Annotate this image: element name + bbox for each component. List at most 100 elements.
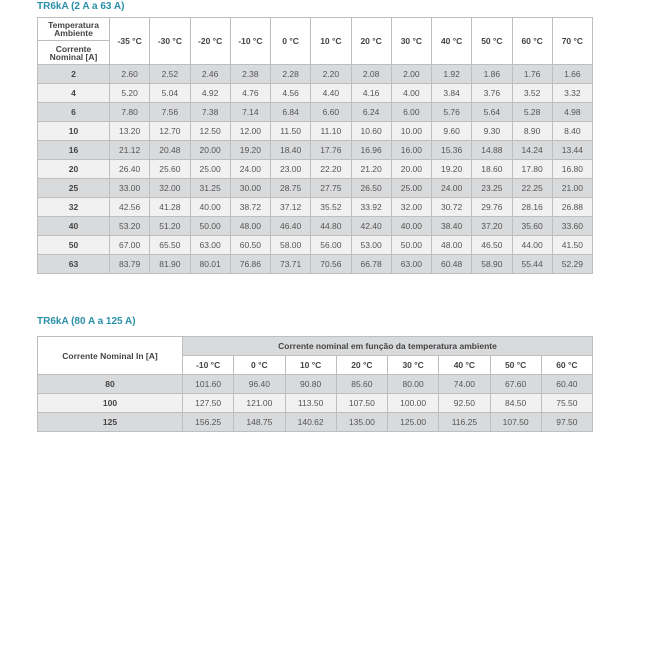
value-cell: 83.79 — [108, 254, 151, 274]
nominal-current-cell: 63 — [37, 254, 110, 274]
value-cell: 12.70 — [149, 121, 191, 141]
value-cell: 42.56 — [108, 197, 151, 217]
value-cell: 26.50 — [350, 178, 392, 198]
value-cell: 28.75 — [269, 178, 312, 198]
temperature-header: -10 °C — [229, 17, 272, 65]
temperature-header: 50 °C — [489, 355, 542, 375]
value-cell: 21.12 — [108, 140, 151, 160]
table-row: 100 127.50 121.00 113.50 107.50 100.00 92.50 84… — [37, 393, 594, 413]
value-cell: 9.30 — [471, 121, 513, 141]
value-cell: 96.40 — [233, 374, 286, 394]
value-cell: 58.90 — [471, 254, 513, 274]
value-cell: 30.00 — [229, 178, 272, 198]
value-cell: 63.00 — [189, 235, 231, 255]
value-cell: 28.16 — [511, 197, 553, 217]
value-cell: 5.76 — [430, 102, 473, 122]
value-cell: 4.92 — [189, 83, 231, 103]
value-cell: 53.20 — [108, 216, 151, 236]
temperature-header: 10 °C — [284, 355, 337, 375]
temperature-header: 0 °C — [233, 355, 286, 375]
value-cell: 4.56 — [269, 83, 312, 103]
value-cell: 32.00 — [390, 197, 433, 217]
value-cell: 148.75 — [233, 412, 286, 432]
table-row: 10 13.20 12.70 12.50 12.00 11.50 11.10 10.60 10.… — [37, 121, 594, 141]
value-cell: 156.25 — [181, 412, 235, 432]
table2-current-vs-temperature: Corrente Nominal In [A] Corrente nominal… — [37, 336, 594, 432]
value-cell: 55.44 — [511, 254, 553, 274]
value-cell: 19.20 — [430, 159, 473, 179]
temperature-header: 30 °C — [386, 355, 440, 375]
temperature-header: -20 °C — [189, 17, 231, 65]
value-cell: 26.88 — [551, 197, 594, 217]
value-cell: 16.96 — [350, 140, 392, 160]
value-cell: 60.50 — [229, 235, 272, 255]
corner-bottom-label: Corrente Nominal [A] — [49, 43, 98, 62]
value-cell: 76.86 — [229, 254, 272, 274]
value-cell: 41.50 — [551, 235, 594, 255]
value-cell: 24.00 — [430, 178, 473, 198]
value-cell: 35.60 — [511, 216, 553, 236]
group-header: Corrente nominal em função da temperatur… — [182, 336, 593, 356]
value-cell: 7.80 — [108, 102, 151, 122]
value-cell: 4.98 — [551, 102, 594, 122]
value-cell: 6.60 — [310, 102, 352, 122]
value-cell: 121.00 — [233, 393, 286, 413]
temperature-header: 30 °C — [390, 17, 433, 65]
value-cell: 48.00 — [229, 216, 272, 236]
value-cell: 38.72 — [229, 197, 272, 217]
nominal-current-cell: 80 — [37, 374, 183, 394]
value-cell: 42.40 — [350, 216, 392, 236]
row-header: Corrente Nominal In [A] — [37, 336, 183, 375]
value-cell: 56.00 — [310, 235, 352, 255]
nominal-current-cell: 25 — [37, 178, 110, 198]
value-cell: 37.20 — [471, 216, 513, 236]
value-cell: 127.50 — [181, 393, 235, 413]
value-cell: 2.28 — [269, 64, 312, 84]
value-cell: 2.20 — [310, 64, 352, 84]
value-cell: 52.29 — [551, 254, 594, 274]
value-cell: 23.00 — [269, 159, 312, 179]
table-row: 4 5.20 5.04 4.92 4.76 4.56 4.40 4.16 4.00 3.84 3.7… — [37, 83, 594, 103]
value-cell: 32.00 — [149, 178, 191, 198]
value-cell: 20.00 — [189, 140, 231, 160]
value-cell: 125.00 — [386, 412, 440, 432]
value-cell: 67.00 — [108, 235, 151, 255]
table-row: 80 101.60 96.40 90.80 85.60 80.00 74.00 67.60 60… — [37, 374, 594, 394]
value-cell: 17.76 — [310, 140, 352, 160]
value-cell: 38.40 — [430, 216, 473, 236]
corner-header: Temperatura Ambiente Corrente Nominal [A… — [37, 17, 110, 65]
value-cell: 140.62 — [284, 412, 337, 432]
value-cell: 14.24 — [511, 140, 553, 160]
value-cell: 70.56 — [310, 254, 352, 274]
nominal-current-cell: 6 — [37, 102, 110, 122]
value-cell: 1.92 — [430, 64, 473, 84]
value-cell: 35.52 — [310, 197, 352, 217]
nominal-current-cell: 16 — [37, 140, 110, 160]
value-cell: 4.40 — [310, 83, 352, 103]
temperature-header: 20 °C — [350, 17, 392, 65]
nominal-current-cell: 100 — [37, 393, 183, 413]
value-cell: 41.28 — [149, 197, 191, 217]
value-cell: 18.60 — [471, 159, 513, 179]
temperature-header: 0 °C — [269, 17, 312, 65]
value-cell: 85.60 — [335, 374, 389, 394]
value-cell: 73.71 — [269, 254, 312, 274]
value-cell: 63.00 — [390, 254, 433, 274]
value-cell: 50.00 — [390, 235, 433, 255]
nominal-current-cell: 20 — [37, 159, 110, 179]
value-cell: 5.64 — [471, 102, 513, 122]
value-cell: 21.00 — [551, 178, 594, 198]
value-cell: 6.00 — [390, 102, 433, 122]
value-cell: 3.84 — [430, 83, 473, 103]
value-cell: 2.08 — [350, 64, 392, 84]
value-cell: 20.00 — [390, 159, 433, 179]
nominal-current-cell: 40 — [37, 216, 110, 236]
value-cell: 7.14 — [229, 102, 272, 122]
value-cell: 13.44 — [551, 140, 594, 160]
value-cell: 5.04 — [149, 83, 191, 103]
table-row: 32 42.56 41.28 40.00 38.72 37.12 35.52 33.92 32.… — [37, 197, 594, 217]
temperature-header: 10 °C — [310, 17, 352, 65]
value-cell: 60.40 — [540, 374, 594, 394]
table-row: 20 26.40 25.60 25.00 24.00 23.00 22.20 21.20 20.… — [37, 159, 594, 179]
value-cell: 33.92 — [350, 197, 392, 217]
